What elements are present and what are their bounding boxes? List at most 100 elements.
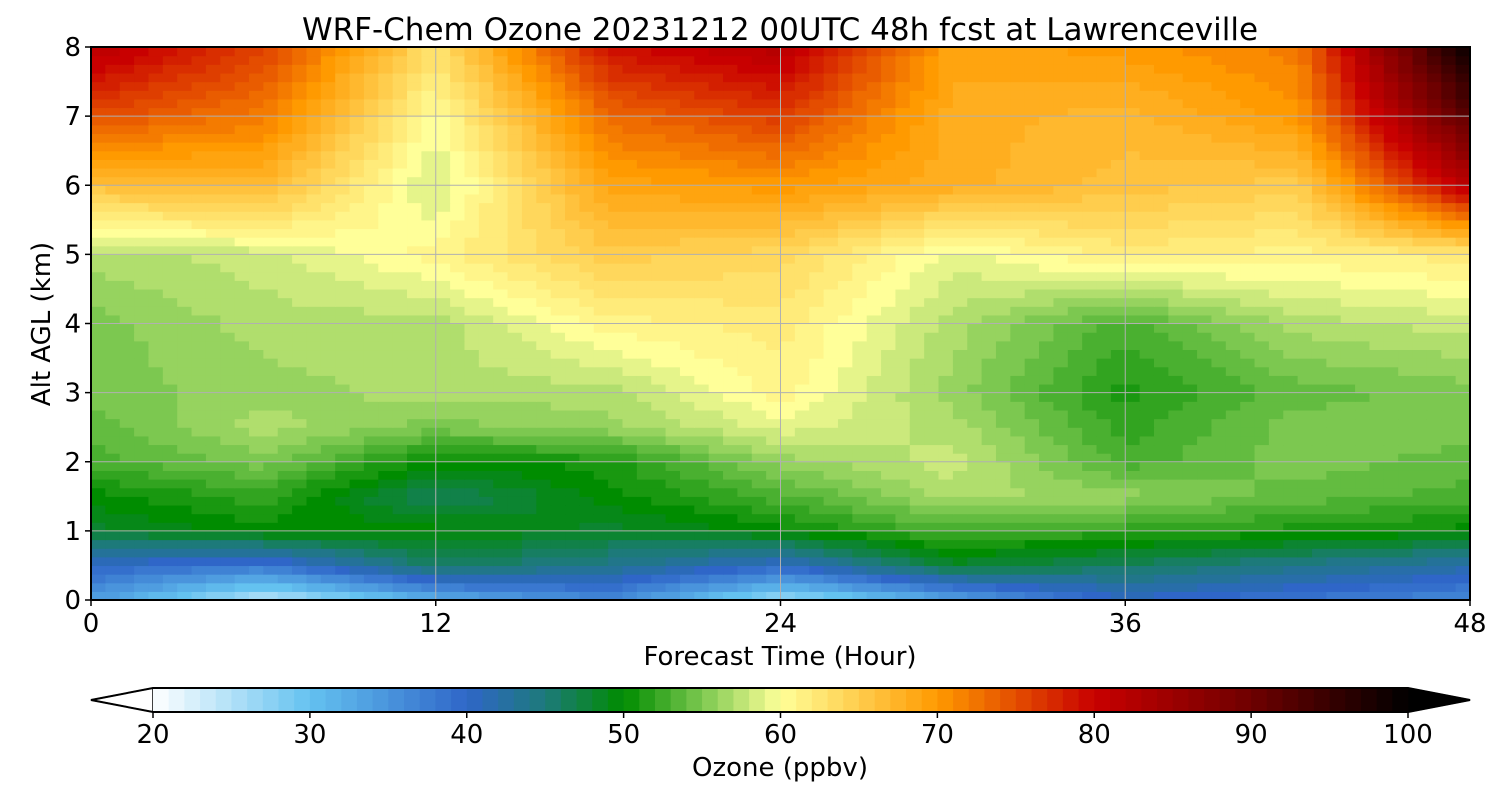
heatmap-cell xyxy=(924,401,940,411)
heatmap-cell xyxy=(1024,556,1040,567)
heatmap-cell xyxy=(952,453,968,463)
heatmap-cell xyxy=(1369,470,1385,480)
heatmap-cell xyxy=(177,591,193,601)
heatmap-cell xyxy=(349,582,365,592)
heatmap-cell xyxy=(220,237,236,247)
heatmap-cell xyxy=(119,219,135,230)
heatmap-cell xyxy=(967,539,983,549)
heatmap-cell xyxy=(1125,530,1141,541)
heatmap-cell xyxy=(881,504,897,515)
heatmap-cell xyxy=(1096,479,1112,489)
heatmap-cell xyxy=(1426,383,1442,394)
heatmap-cell xyxy=(981,548,997,558)
heatmap-cell xyxy=(493,237,509,247)
heatmap-cell xyxy=(550,314,566,325)
heatmap-cell xyxy=(708,522,724,532)
heatmap-cell xyxy=(952,263,968,273)
heatmap-cell xyxy=(866,332,882,342)
heatmap-cell xyxy=(1455,418,1471,428)
heatmap-cell xyxy=(1268,202,1284,212)
heatmap-cell xyxy=(1024,461,1040,471)
heatmap-cell xyxy=(679,565,695,575)
heatmap-cell xyxy=(1254,245,1270,255)
heatmap-cell xyxy=(1297,401,1313,411)
heatmap-cell xyxy=(536,522,552,532)
heatmap-cell xyxy=(105,245,121,255)
heatmap-cell xyxy=(1182,427,1198,437)
heatmap-cell xyxy=(205,332,221,342)
heatmap-cell xyxy=(780,435,796,446)
heatmap-cell xyxy=(1010,539,1026,549)
heatmap-cell xyxy=(435,150,451,160)
heatmap-cell xyxy=(177,254,193,264)
heatmap-cell xyxy=(521,366,537,376)
heatmap-cell xyxy=(967,280,983,290)
heatmap-cell xyxy=(234,444,250,454)
heatmap-cell xyxy=(191,288,207,299)
heatmap-cell xyxy=(378,556,394,567)
heatmap-cell xyxy=(363,340,379,351)
heatmap-cell xyxy=(550,487,566,497)
heatmap-cell xyxy=(335,383,351,394)
heatmap-cell xyxy=(349,288,365,299)
heatmap-cell xyxy=(507,496,523,506)
heatmap-cell xyxy=(1139,185,1155,195)
heatmap-cell xyxy=(679,245,695,255)
heatmap-cell xyxy=(924,539,940,549)
heatmap-cell xyxy=(349,150,365,160)
heatmap-cell xyxy=(1153,167,1169,178)
heatmap-cell xyxy=(737,366,753,376)
heatmap-cell xyxy=(952,297,968,307)
heatmap-cell xyxy=(1067,418,1083,428)
heatmap-cell xyxy=(1039,314,1055,325)
heatmap-cell xyxy=(1240,409,1256,420)
heatmap-cell xyxy=(751,435,767,446)
heatmap-cell xyxy=(579,219,595,230)
heatmap-cell xyxy=(1426,418,1442,428)
heatmap-cell xyxy=(421,254,437,264)
heatmap-cell xyxy=(1010,513,1026,523)
heatmap-cell xyxy=(1211,237,1227,247)
heatmap-cell xyxy=(1225,522,1241,532)
heatmap-cell xyxy=(981,314,997,325)
heatmap-cell xyxy=(306,383,322,394)
heatmap-cell xyxy=(694,565,710,575)
heatmap-cell xyxy=(809,211,825,221)
heatmap-cell xyxy=(263,409,279,420)
heatmap-cell xyxy=(593,159,609,169)
heatmap-cell xyxy=(220,401,236,411)
heatmap-cell xyxy=(694,513,710,523)
heatmap-cell xyxy=(277,237,293,247)
heatmap-cell xyxy=(1082,409,1098,420)
heatmap-cell xyxy=(823,254,839,264)
heatmap-cell xyxy=(1383,591,1399,601)
heatmap-cell xyxy=(1182,211,1198,221)
heatmap-cell xyxy=(924,375,940,385)
heatmap-cell xyxy=(794,496,810,506)
heatmap-cell xyxy=(1197,461,1213,471)
heatmap-cell xyxy=(1311,392,1327,402)
heatmap-cell xyxy=(909,556,925,567)
heatmap-cell xyxy=(507,444,523,454)
heatmap-cell xyxy=(1311,167,1327,178)
heatmap-cell xyxy=(1455,193,1471,204)
heatmap-cell xyxy=(1010,349,1026,359)
heatmap-cell xyxy=(837,435,853,446)
heatmap-cell xyxy=(1053,504,1069,515)
heatmap-cell xyxy=(1369,211,1385,221)
heatmap-cell xyxy=(320,461,336,471)
heatmap-cell xyxy=(1082,479,1098,489)
heatmap-cell xyxy=(1067,271,1083,281)
heatmap-cell xyxy=(493,193,509,204)
heatmap-cell xyxy=(995,288,1011,299)
heatmap-cell xyxy=(234,418,250,428)
heatmap-cell xyxy=(751,530,767,541)
heatmap-cell xyxy=(177,228,193,238)
heatmap-cell xyxy=(636,263,652,273)
heatmap-cell xyxy=(1039,479,1055,489)
heatmap-cell xyxy=(1024,539,1040,549)
heatmap-cell xyxy=(220,263,236,273)
heatmap-cell xyxy=(967,556,983,567)
heatmap-cell xyxy=(1283,297,1299,307)
heatmap-cell xyxy=(694,418,710,428)
